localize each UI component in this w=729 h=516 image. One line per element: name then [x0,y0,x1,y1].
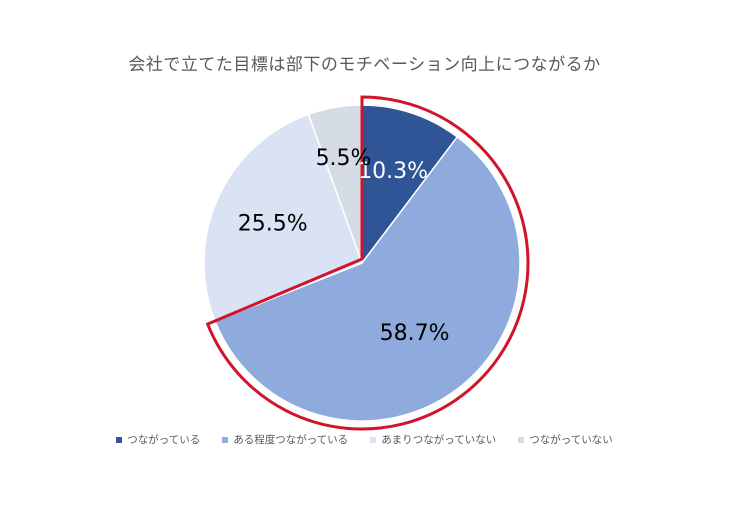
highlight-outline [205,95,530,431]
legend-swatch [222,436,229,443]
legend-swatch [116,436,123,443]
legend-item: ある程度つながっている [222,432,348,447]
legend-label: つながっていない [529,434,613,446]
pie-slice [361,104,459,266]
data-label: 25.5% [238,212,308,237]
legend-item: つながっていない [518,432,613,447]
data-label: 58.7% [380,321,450,346]
data-label: 5.5% [316,146,372,171]
legend: つながっている ある程度つながっている あまりつながっていない つながっていない [0,432,729,447]
pie-slice [214,135,521,422]
legend-swatch [370,436,377,443]
legend-label: つながっている [127,434,201,446]
data-label: 10.3% [358,159,428,184]
legend-label: あまりつながっていない [381,434,497,446]
legend-swatch [518,436,525,443]
chart-title: 会社で立てた目標は部下のモチベーション向上につながるか [128,55,601,75]
legend-item: あまりつながっていない [370,432,496,447]
pie-slice [203,113,363,323]
legend-item: つながっている [116,432,200,447]
legend-label: ある程度つながっている [233,434,349,446]
